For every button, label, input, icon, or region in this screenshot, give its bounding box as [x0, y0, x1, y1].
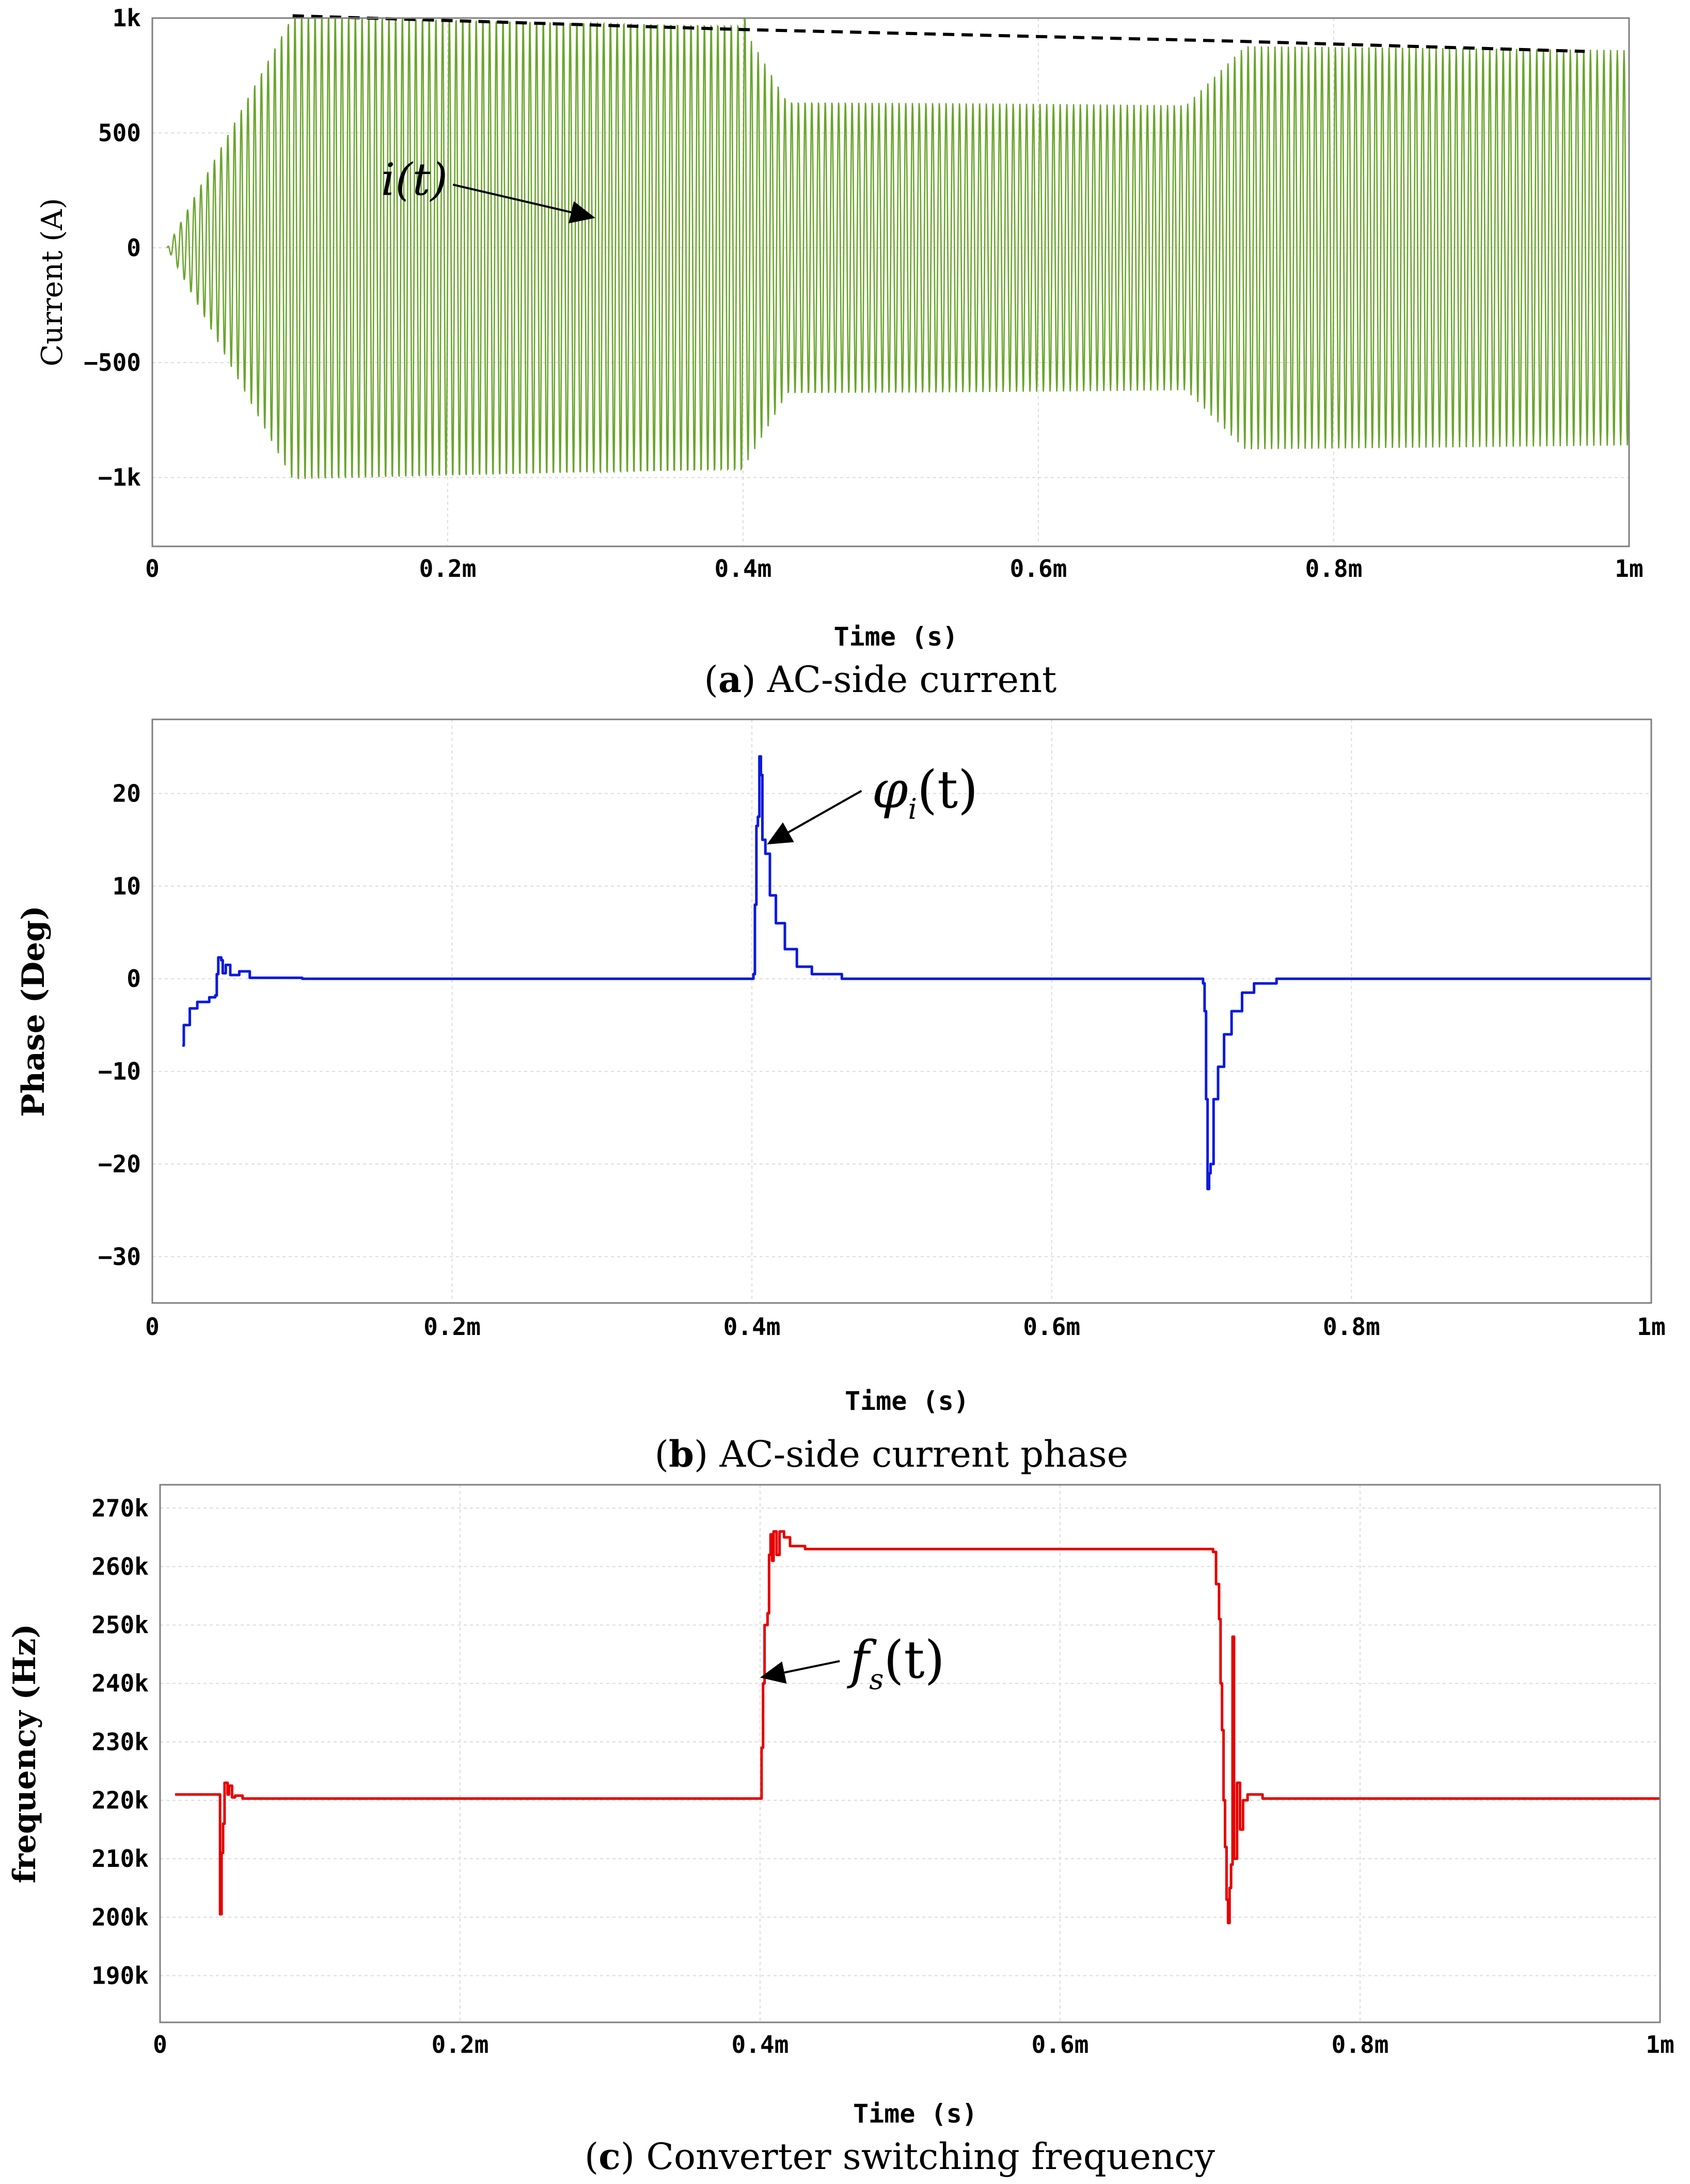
x-tick-label: 0.4m [715, 555, 772, 583]
y-tick-label: 0 [127, 234, 141, 262]
y-tick-label: 190k [91, 1961, 149, 1989]
annotation-arrow-head [568, 201, 595, 224]
y-tick-label: 0 [127, 965, 141, 993]
figure-caption: (a) AC-side current [704, 658, 1057, 701]
y-tick-label: −1k [98, 464, 141, 492]
y-tick-label: 260k [91, 1552, 149, 1580]
y-axis-title: frequency (Hz) [7, 1624, 43, 1883]
x-tick-label: 0.8m [1323, 1313, 1380, 1341]
x-tick-label: 0.4m [723, 1313, 781, 1341]
y-tick-label: 230k [91, 1728, 149, 1756]
y-tick-label: 200k [91, 1903, 149, 1931]
y-tick-label: 240k [91, 1670, 149, 1698]
x-axis-title: Time (s) [853, 2099, 977, 2129]
annotation: i(t) [381, 154, 595, 224]
y-tick-label: −20 [98, 1150, 141, 1178]
caption-text: AC-side current phase [719, 1433, 1129, 1475]
y-tick-label: 250k [91, 1611, 149, 1639]
caption-text: Converter switching frequency [646, 2135, 1215, 2178]
plot-area [175, 1530, 1660, 1925]
plot-area [182, 755, 1651, 1190]
y-tick-label: 10 [113, 872, 141, 900]
x-axis-title: Time (s) [845, 1386, 969, 1416]
x-tick-label: 1m [1646, 2031, 1674, 2059]
x-tick-label: 0.6m [1010, 555, 1067, 583]
y-tick-label: −30 [98, 1243, 141, 1270]
panel-a-ac-side-current: 1k 500 0 −500 −1k 0 0.2m 0.4m 0.6m 0.8m 1m Time (s)… [36, 4, 1644, 701]
y-tick-label: −500 [84, 349, 141, 376]
annotation-arrow-line [788, 790, 862, 834]
panel-b-ac-side-current-phase: 20 10 0 −10 −20 −30 0 0.2m 0.4m 0.6m 0.8m 1m Time (s… [15, 718, 1666, 1475]
annotation-arrow-head [760, 1661, 787, 1684]
x-tick-label: 0.8m [1332, 2031, 1389, 2059]
grid [160, 1485, 1661, 2022]
x-tick-label: 0.6m [1023, 1313, 1080, 1341]
y-tick-label: 220k [91, 1786, 149, 1814]
annotation-label: φi(t) [872, 759, 978, 825]
y-axis-title: Phase (Deg) [15, 905, 52, 1117]
annotation-label: i(t) [381, 154, 448, 206]
x-axis-title: Time (s) [834, 622, 958, 652]
annotation: fs(t) [760, 1629, 945, 1695]
caption-letter: b [669, 1433, 694, 1475]
y-tick-label: 1k [113, 4, 141, 32]
series-current-line [166, 18, 1629, 479]
y-tick-label: 270k [91, 1494, 149, 1522]
figure-caption: (b) AC-side current phase [655, 1433, 1128, 1475]
series-line [182, 755, 1651, 1190]
figure-caption: (c) Converter switching frequency [585, 2135, 1215, 2178]
y-tick-label: 210k [91, 1845, 149, 1873]
y-tick-label: 20 [113, 779, 141, 807]
x-tick-label: 1m [1615, 555, 1643, 583]
x-tick-label: 1m [1637, 1313, 1665, 1341]
x-tick-label: 0 [153, 2031, 167, 2059]
caption-letter: a [718, 658, 741, 701]
annotation-arrow-line [452, 183, 572, 213]
x-tick-label: 0.2m [419, 555, 477, 583]
x-tick-label: 0 [145, 1313, 160, 1341]
plot-frame [159, 1484, 1661, 2023]
caption-letter: c [598, 2135, 621, 2178]
plot-frame [151, 718, 1652, 1304]
caption-text: AC-side current [767, 658, 1056, 701]
annotation-arrow-head [767, 822, 794, 845]
y-axis-title: Current (A) [36, 198, 69, 366]
x-tick-label: 0.8m [1305, 555, 1363, 583]
y-tick-label: −10 [98, 1058, 141, 1086]
y-tick-label: 500 [98, 119, 141, 147]
x-tick-label: 0 [145, 555, 160, 583]
panel-c-converter-switching-frequency: 270k 260k 250k 240k 230k 220k 210k 200k 190k 0 0.2… [7, 1484, 1675, 2178]
plot-frame [151, 17, 1630, 547]
envelope-dashed-line [292, 14, 1585, 53]
annotation: φi(t) [767, 759, 978, 845]
series-line [175, 1530, 1660, 1925]
x-tick-label: 0.6m [1032, 2031, 1089, 2059]
annotation-label: fs(t) [846, 1629, 944, 1695]
x-tick-label: 0.2m [423, 1313, 481, 1341]
annotation-arrow-line [784, 1660, 840, 1674]
x-tick-label: 0.2m [432, 2031, 489, 2059]
x-tick-label: 0.4m [732, 2031, 789, 2059]
plot-area [166, 18, 1629, 479]
